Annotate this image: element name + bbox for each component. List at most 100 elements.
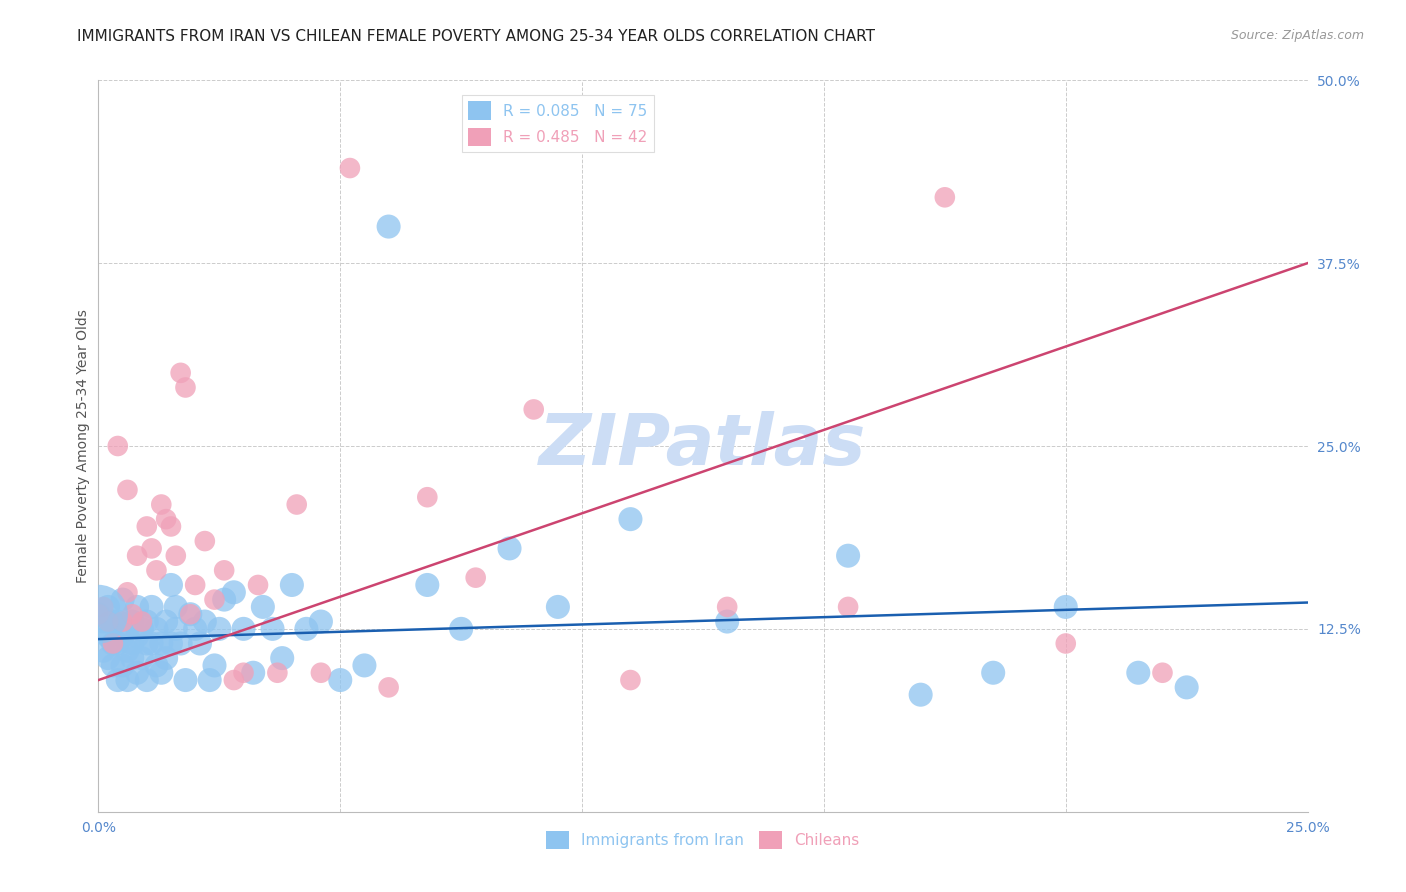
Point — [204, 658, 226, 673]
Point — [127, 549, 149, 563]
Point — [91, 599, 114, 614]
Point — [523, 402, 546, 417]
Point — [101, 615, 124, 629]
Point — [111, 615, 134, 629]
Point — [97, 599, 120, 614]
Point — [101, 636, 124, 650]
Point — [117, 622, 139, 636]
Point — [416, 578, 439, 592]
Point — [91, 615, 114, 629]
Point — [174, 673, 197, 687]
Point — [107, 439, 129, 453]
Point — [981, 665, 1004, 680]
Point — [155, 512, 177, 526]
Point — [498, 541, 520, 556]
Point — [101, 636, 124, 650]
Point — [97, 615, 120, 629]
Point — [135, 673, 157, 687]
Point — [619, 512, 641, 526]
Point — [127, 599, 149, 614]
Point — [117, 585, 139, 599]
Point — [281, 578, 304, 592]
Point — [160, 578, 183, 592]
Point — [97, 651, 120, 665]
Point — [131, 622, 153, 636]
Point — [101, 658, 124, 673]
Point — [222, 673, 245, 687]
Point — [295, 622, 318, 636]
Point — [377, 681, 399, 695]
Point — [222, 585, 245, 599]
Point — [1054, 599, 1077, 614]
Point — [165, 549, 187, 563]
Point — [127, 629, 149, 643]
Point — [121, 615, 143, 629]
Point — [1175, 681, 1198, 695]
Point — [450, 622, 472, 636]
Point — [619, 673, 641, 687]
Point — [145, 563, 167, 577]
Point — [204, 592, 226, 607]
Point — [169, 366, 191, 380]
Point — [547, 599, 569, 614]
Point — [169, 636, 191, 650]
Point — [165, 622, 187, 636]
Point — [135, 615, 157, 629]
Point — [377, 219, 399, 234]
Point — [266, 665, 288, 680]
Point — [174, 380, 197, 394]
Point — [87, 607, 110, 622]
Point — [117, 673, 139, 687]
Point — [212, 592, 235, 607]
Point — [309, 665, 332, 680]
Point — [121, 607, 143, 622]
Point — [716, 599, 738, 614]
Point — [150, 636, 173, 650]
Point — [155, 651, 177, 665]
Point — [339, 161, 361, 175]
Text: ZIPatlas: ZIPatlas — [540, 411, 866, 481]
Point — [252, 599, 274, 614]
Point — [117, 483, 139, 497]
Point — [416, 490, 439, 504]
Point — [464, 571, 486, 585]
Point — [837, 549, 859, 563]
Point — [179, 607, 201, 622]
Point — [131, 651, 153, 665]
Point — [271, 651, 294, 665]
Point — [232, 622, 254, 636]
Point — [232, 665, 254, 680]
Point — [184, 622, 207, 636]
Point — [837, 599, 859, 614]
Point — [285, 498, 308, 512]
Point — [121, 651, 143, 665]
Point — [141, 599, 163, 614]
Point — [145, 658, 167, 673]
Point — [87, 607, 110, 622]
Point — [107, 615, 129, 629]
Point — [309, 615, 332, 629]
Point — [131, 615, 153, 629]
Point — [135, 519, 157, 533]
Text: IMMIGRANTS FROM IRAN VS CHILEAN FEMALE POVERTY AMONG 25-34 YEAR OLDS CORRELATION: IMMIGRANTS FROM IRAN VS CHILEAN FEMALE P… — [77, 29, 876, 44]
Point — [111, 592, 134, 607]
Y-axis label: Female Poverty Among 25-34 Year Olds: Female Poverty Among 25-34 Year Olds — [76, 309, 90, 583]
Point — [127, 665, 149, 680]
Point — [184, 578, 207, 592]
Point — [242, 665, 264, 680]
Point — [262, 622, 284, 636]
Point — [155, 615, 177, 629]
Point — [212, 563, 235, 577]
Point — [121, 636, 143, 650]
Point — [145, 622, 167, 636]
Point — [1054, 636, 1077, 650]
Point — [934, 190, 956, 204]
Point — [716, 615, 738, 629]
Point — [188, 636, 211, 650]
Point — [141, 541, 163, 556]
Point — [208, 622, 231, 636]
Point — [160, 519, 183, 533]
Point — [91, 644, 114, 658]
Point — [150, 498, 173, 512]
Point — [247, 578, 270, 592]
